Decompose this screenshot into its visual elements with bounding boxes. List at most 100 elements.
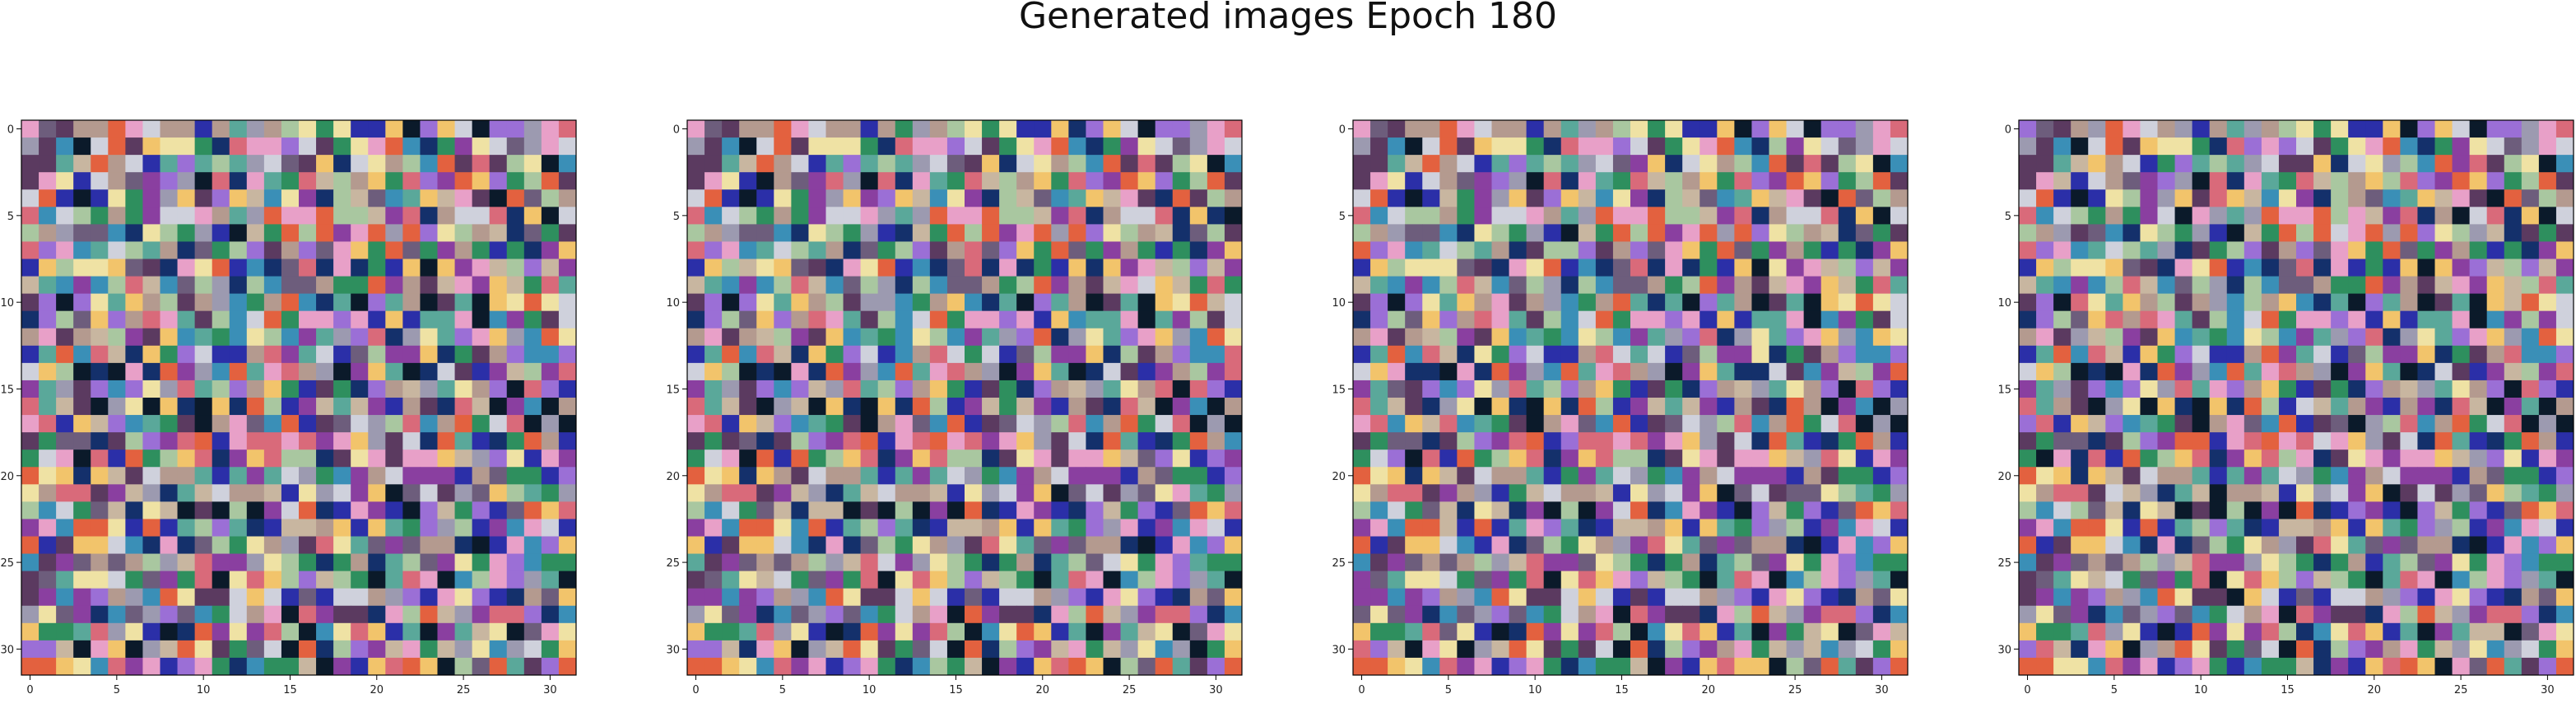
pixel-cell — [860, 588, 879, 607]
pixel-cell — [895, 415, 914, 433]
pixel-cell — [877, 449, 896, 468]
pixel-cell — [791, 293, 809, 312]
pixel-cell — [263, 189, 282, 207]
pixel-cell — [1855, 553, 1874, 572]
pixel-cell — [843, 328, 862, 347]
pixel-cell — [2365, 640, 2383, 659]
pixel-cell — [2521, 276, 2540, 295]
pixel-cell — [2278, 345, 2297, 364]
pixel-cell — [808, 501, 826, 519]
y-tick-label: 20 — [0, 471, 14, 483]
pixel-cell — [91, 622, 109, 641]
pixel-cell — [177, 398, 196, 416]
pixel-cell — [1769, 640, 1788, 659]
pixel-cell — [91, 172, 109, 190]
pixel-cell — [263, 605, 282, 624]
pixel-cell — [1578, 189, 1597, 207]
pixel-cell — [1578, 553, 1597, 572]
pixel-cell — [2296, 657, 2314, 676]
pixel-cell — [2452, 415, 2471, 433]
pixel-cell — [982, 622, 1000, 641]
pixel-cell — [825, 415, 844, 433]
pixel-cell — [523, 120, 542, 138]
pixel-cell — [2036, 345, 2054, 364]
pixel-cell — [2486, 588, 2505, 607]
pixel-cell — [1509, 484, 1527, 502]
pixel-cell — [1509, 432, 1527, 450]
pixel-cell — [73, 137, 91, 156]
pixel-cell — [929, 467, 948, 485]
pixel-cell — [1838, 241, 1857, 259]
pixel-cell — [212, 276, 230, 295]
pixel-cell — [791, 380, 809, 398]
pixel-cell — [739, 259, 757, 277]
pixel-cell — [912, 328, 931, 347]
pixel-cell — [385, 137, 403, 156]
pixel-cell — [1838, 398, 1857, 416]
pixel-cell — [160, 362, 179, 381]
pixel-cell — [1137, 137, 1156, 156]
pixel-cell — [1103, 293, 1122, 312]
pixel-cell — [982, 155, 1000, 173]
pixel-cell — [756, 259, 774, 277]
pixel-cell — [2244, 519, 2262, 537]
pixel-cell — [982, 189, 1000, 207]
pixel-cell — [808, 259, 826, 277]
pixel-cell — [1388, 328, 1406, 347]
pixel-cell — [263, 259, 282, 277]
pixel-cell — [437, 657, 456, 676]
pixel-cell — [1786, 519, 1805, 537]
pixel-cell — [704, 310, 723, 329]
pixel-cell — [1682, 398, 1700, 416]
pixel-cell — [1890, 519, 1909, 537]
pixel-cell — [1172, 657, 1191, 676]
pixel-cell — [1405, 276, 1423, 295]
pixel-cell — [523, 259, 542, 277]
pixel-cell — [56, 398, 74, 416]
pixel-cell — [212, 519, 230, 537]
pixel-cell — [2036, 137, 2054, 156]
pixel-cell — [1665, 224, 1683, 242]
pixel-cell — [1189, 519, 1208, 537]
pixel-cell — [2226, 501, 2245, 519]
pixel-cell — [1665, 467, 1683, 485]
pixel-cell — [1612, 345, 1631, 364]
pixel-cell — [2036, 622, 2054, 641]
pixel-cell — [489, 380, 508, 398]
pixel-cell — [2053, 172, 2071, 190]
pixel-cell — [860, 276, 879, 295]
pixel-cell — [1560, 640, 1579, 659]
pixel-cell — [877, 622, 896, 641]
pixel-cell — [333, 362, 351, 381]
pixel-cell — [1700, 605, 1718, 624]
pixel-cell — [860, 345, 879, 364]
pixel-cell — [1717, 120, 1735, 138]
pixel-cell — [454, 120, 473, 138]
pixel-cell — [125, 622, 143, 641]
pixel-cell — [437, 588, 456, 607]
pixel-cell — [472, 362, 491, 381]
pixel-cell — [1388, 224, 1406, 242]
pixel-cell — [523, 276, 542, 295]
pixel-cell — [2192, 380, 2211, 398]
pixel-cell — [1189, 640, 1208, 659]
pixel-cell — [2036, 588, 2054, 607]
pixel-cell — [1890, 310, 1909, 329]
pixel-cell — [91, 467, 109, 485]
pixel-cell — [1543, 519, 1562, 537]
pixel-cell — [1353, 415, 1371, 433]
pixel-cell — [1405, 553, 1423, 572]
pixel-cell — [73, 310, 91, 329]
pixel-cell — [1189, 501, 1208, 519]
pixel-cell — [2192, 328, 2211, 347]
pixel-cell — [687, 536, 705, 555]
pixel-cell — [2071, 310, 2089, 329]
pixel-cell — [1155, 380, 1174, 398]
pixel-cell — [1700, 467, 1718, 485]
pixel-cell — [108, 622, 126, 641]
pixel-cell — [1155, 398, 1174, 416]
pixel-cell — [2019, 241, 2037, 259]
pixel-cell — [1890, 276, 1909, 295]
pixel-cell — [2417, 310, 2435, 329]
pixel-cell — [1422, 362, 1440, 381]
